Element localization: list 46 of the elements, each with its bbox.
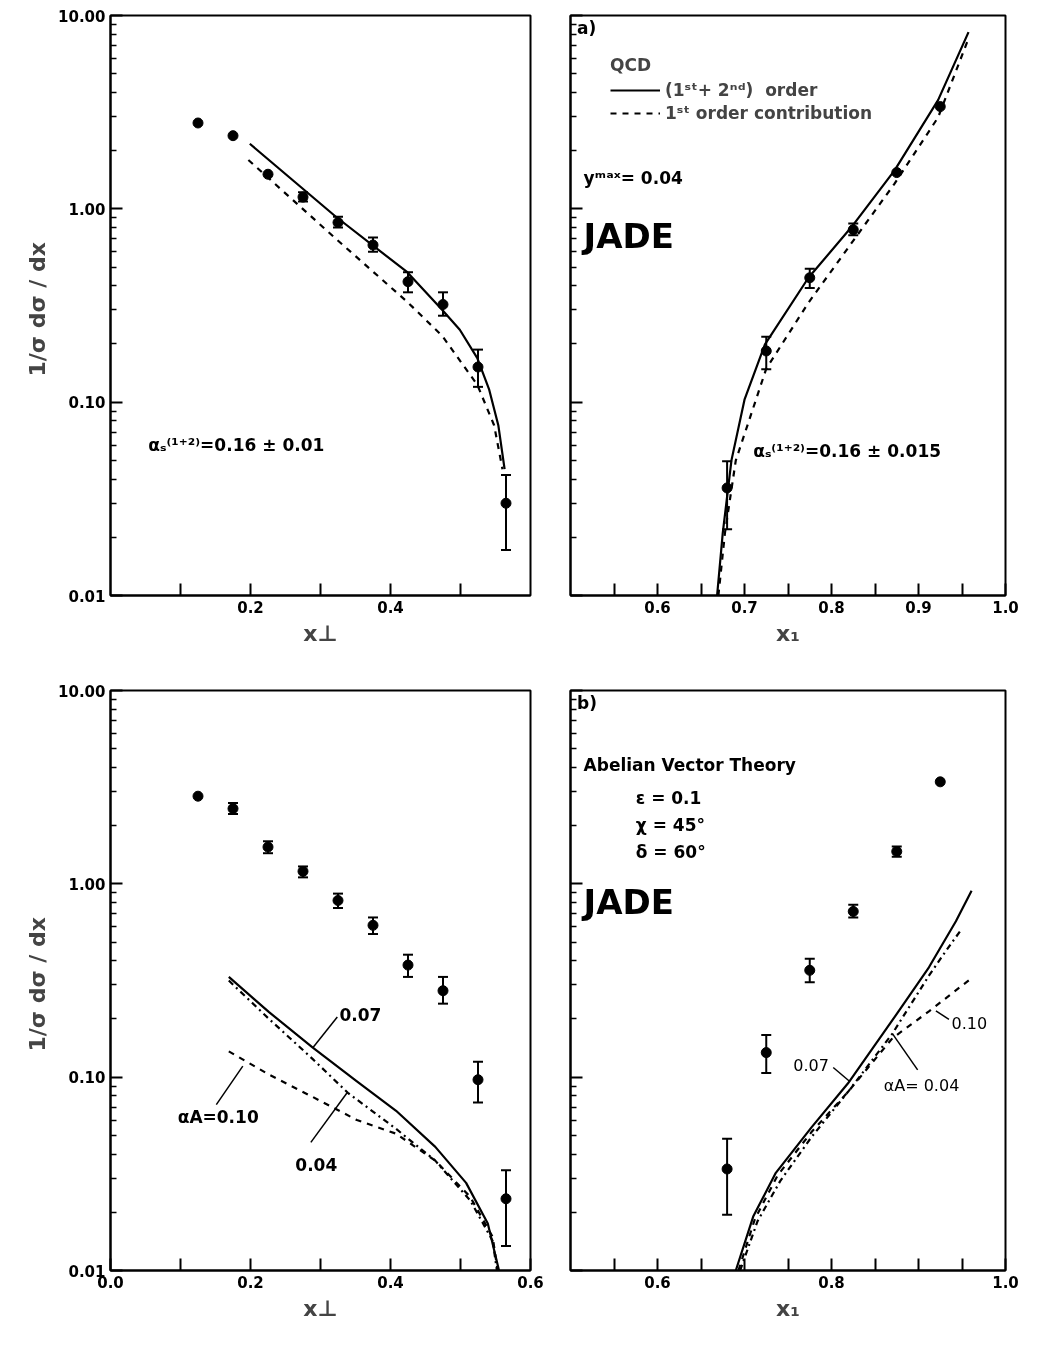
x-tick-label: 0.2 bbox=[237, 1273, 264, 1292]
y-tick-label: 10.00 bbox=[58, 7, 106, 26]
legend-label: (1ˢᵗ+ 2ⁿᵈ) order bbox=[665, 80, 818, 100]
x-tick-label: 0.8 bbox=[818, 598, 845, 617]
y-tick-label: 1.00 bbox=[68, 875, 106, 894]
legend-label: 1ˢᵗ order contribution bbox=[665, 103, 873, 123]
x-tick-label: 0.4 bbox=[377, 1273, 404, 1292]
y-tick-label: 10.00 bbox=[58, 682, 106, 701]
annotation: 0.04 bbox=[295, 1155, 338, 1176]
x-axis-title: x⊥ bbox=[303, 620, 338, 646]
annotation: αA= 0.04 bbox=[883, 1075, 960, 1095]
x-tick-label: 0.9 bbox=[905, 598, 932, 617]
x-tick-label: 0.6 bbox=[644, 1273, 671, 1292]
y-axis-title: 1/σ dσ / dx bbox=[25, 242, 51, 377]
x-axis-title: x⊥ bbox=[303, 1295, 338, 1321]
annotation: yᵐᵃˣ= 0.04 bbox=[583, 167, 683, 188]
y-tick-label: 0.10 bbox=[68, 1069, 106, 1088]
annotation: αA=0.10 bbox=[177, 1107, 259, 1128]
y-tick-label: 0.01 bbox=[68, 587, 106, 606]
y-tick-label: 1.00 bbox=[68, 200, 106, 219]
annotation: χ = 45° bbox=[635, 815, 705, 836]
x-tick-label: 1.0 bbox=[992, 598, 1019, 617]
annotation: ε = 0.1 bbox=[635, 787, 702, 808]
annotation: JADE bbox=[581, 215, 674, 256]
annotation: 0.10 bbox=[951, 1013, 988, 1033]
x-tick-label: 0.6 bbox=[644, 598, 671, 617]
x-tick-label: 0.4 bbox=[377, 598, 404, 617]
annotation: a) bbox=[577, 18, 597, 39]
x-axis-title: x₁ bbox=[776, 1295, 800, 1321]
x-tick-label: 1.0 bbox=[992, 1273, 1019, 1292]
x-axis-title: x₁ bbox=[776, 620, 800, 646]
y-tick-label: 0.10 bbox=[68, 394, 106, 413]
annotation: 0.07 bbox=[339, 1004, 382, 1025]
legend-title: QCD bbox=[610, 55, 653, 75]
x-tick-label: 0.2 bbox=[237, 598, 264, 617]
x-tick-label: 0.6 bbox=[517, 1273, 544, 1292]
annotation: Abelian Vector Theory bbox=[583, 754, 796, 775]
annotation: b) bbox=[577, 693, 597, 714]
annotation: αₛ⁽¹⁺²⁾=0.16 ± 0.015 bbox=[753, 440, 942, 461]
annotation: 0.07 bbox=[793, 1056, 829, 1076]
annotation: JADE bbox=[581, 882, 674, 923]
annotation: αₛ⁽¹⁺²⁾=0.16 ± 0.01 bbox=[148, 434, 325, 455]
x-tick-label: 0.7 bbox=[731, 598, 758, 617]
y-axis-title: 1/σ dσ / dx bbox=[25, 917, 51, 1052]
x-tick-label: 0.8 bbox=[818, 1273, 845, 1292]
annotation: δ = 60° bbox=[635, 842, 706, 863]
